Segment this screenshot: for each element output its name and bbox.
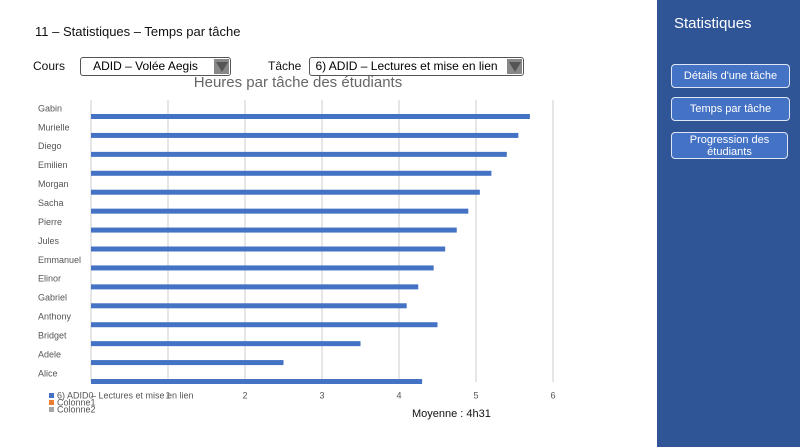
dropdown-arrow[interactable] [214, 59, 229, 74]
x-tick-label: 1 [165, 390, 170, 400]
bar [91, 132, 519, 138]
y-tick-label: Gabriel [38, 293, 67, 303]
x-tick-label: 0 [88, 390, 93, 400]
bar [91, 322, 438, 328]
bar [91, 303, 407, 309]
annotation: Moyenne : 4h31 [412, 408, 491, 420]
y-tick-label: Bridget [38, 331, 67, 341]
legend-swatch [49, 393, 54, 398]
bar [91, 227, 457, 233]
y-tick-label: Emmanuel [38, 255, 81, 265]
y-tick-label: Elinor [38, 274, 61, 284]
y-tick-label: Gabin [38, 103, 62, 113]
x-tick-label: 2 [242, 390, 247, 400]
y-tick-label: Adele [38, 349, 61, 359]
dropdown[interactable]: 6) ADID – Lectures et mise en lien [309, 57, 524, 76]
legend-swatch [49, 407, 54, 412]
x-tick-label: 5 [473, 390, 478, 400]
sidebar: Statistiques Détails d'une tâche Temps p… [657, 0, 800, 447]
y-tick-label: Sacha [38, 198, 64, 208]
filter-label: Cours [33, 59, 66, 73]
x-tick-label: 6 [550, 390, 555, 400]
bar [91, 360, 284, 366]
nav-button[interactable]: Détails d'une tâche [671, 64, 790, 88]
bar [91, 170, 492, 176]
legend-label: Colonne2 [57, 404, 96, 414]
nav-button[interactable]: Temps par tâche [671, 97, 790, 121]
bar [91, 246, 446, 252]
page-title: 11 – Statistiques – Temps par tâche [35, 24, 241, 39]
nav-button[interactable]: Progression des étudiants [671, 132, 788, 159]
y-tick-label: Jules [38, 236, 60, 246]
y-tick-label: Emilien [38, 160, 68, 170]
filter-label: Tâche [268, 59, 302, 73]
bar [91, 341, 361, 347]
y-tick-label: Morgan [38, 179, 69, 189]
y-tick-label: Anthony [38, 312, 72, 322]
y-tick-label: Murielle [38, 122, 70, 132]
bar [91, 208, 469, 214]
chart: Heures par tâche des étudiants Moyenne :… [38, 74, 556, 420]
x-tick-label: 3 [319, 390, 324, 400]
bar [91, 114, 530, 119]
chart-title: Heures par tâche des étudiants [194, 74, 402, 91]
bar [91, 379, 423, 384]
bar [91, 151, 507, 157]
bar [91, 265, 434, 271]
dropdown[interactable]: ADID – Volée Aegis [80, 57, 231, 76]
dropdown-arrow[interactable] [507, 59, 522, 74]
legend-swatch [49, 400, 54, 405]
y-tick-label: Diego [38, 141, 62, 151]
legend-label: 6) ADID – Lectures et mise en lien [57, 390, 194, 400]
dropdown-value: ADID – Volée Aegis [93, 59, 198, 73]
legend-label: Colonne1 [57, 397, 96, 407]
sidebar-title: Statistiques [674, 15, 752, 32]
bar [91, 189, 480, 195]
y-tick-label: Alice [38, 368, 58, 378]
bar [91, 284, 419, 290]
y-tick-label: Pierre [38, 217, 62, 227]
x-tick-label: 4 [396, 390, 401, 400]
dropdown-value: 6) ADID – Lectures et mise en lien [315, 59, 498, 73]
